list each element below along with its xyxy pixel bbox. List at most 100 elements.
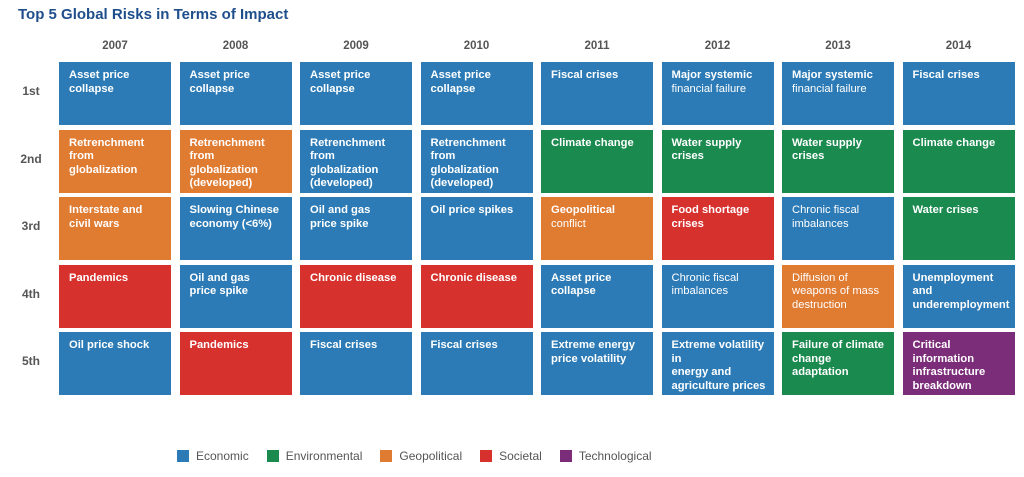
risk-cell: Geopolitical conflict (541, 197, 653, 260)
risk-cell: Chronic fiscal imbalances (782, 197, 894, 260)
risk-cell: Slowing Chinese economy (<6%) (179, 197, 292, 260)
risk-cell: Climate change (541, 129, 653, 193)
risk-name: Asset price collapse (430, 69, 491, 95)
risk-cell: Water crises (902, 197, 1015, 260)
legend-label: Economic (196, 449, 249, 463)
risk-name: Pandemics (189, 339, 249, 351)
legend-item: Geopolitical (380, 449, 462, 463)
risk-name-secondary: Chronic fiscal imbalances (792, 204, 860, 230)
risk-cell: Oil price spikes (420, 197, 533, 260)
risk-cell: Asset price collapse (300, 62, 412, 125)
risk-name-secondary: Chronic fiscal imbalances (671, 271, 739, 298)
legend-swatch (266, 450, 279, 462)
legend-swatch (559, 450, 572, 462)
risk-cell: Failure of climate change adaptation (782, 332, 894, 395)
risk-cell: Fiscal crises (541, 62, 653, 125)
risk-name: Fiscal crises (430, 339, 498, 351)
risk-cell: Oil and gas price spike (179, 264, 292, 328)
chart-title: Top 5 Global Risks in Terms of Impact (18, 6, 289, 23)
risk-cell: Extreme energy price volatility (541, 332, 653, 395)
risk-name: Asset price collapse (551, 271, 612, 298)
risk-name: Extreme volatility in energy and agricul… (671, 339, 766, 392)
year-label: 2012 (704, 40, 731, 52)
risk-name: Chronic disease (310, 271, 397, 284)
rank-label: 1st (22, 84, 40, 98)
risk-cell: Fiscal crises (420, 332, 533, 395)
risk-cell: Chronic fiscal imbalances (661, 264, 774, 328)
legend-swatch (177, 450, 189, 462)
risk-name: Slowing Chinese economy (<6%) (189, 204, 280, 230)
risk-name: Climate change (912, 136, 996, 149)
risk-cell: Climate change (902, 129, 1015, 193)
year-label: 2007 (102, 40, 128, 52)
rank-label: 5th (22, 354, 40, 368)
risk-cell: Retrenchment from globalization (develop… (300, 129, 412, 193)
risk-cell: Food shortage crises (661, 197, 774, 260)
risk-name: Asset price collapse (310, 69, 371, 95)
legend-label: Geopolitical (399, 449, 463, 463)
risk-name: Interstate and civil wars (69, 204, 143, 230)
year-label: 2013 (825, 40, 851, 52)
risk-cell: Water supply crises (661, 129, 774, 193)
legend-item: Economic (177, 449, 249, 463)
risk-name-secondary: conflict (551, 217, 586, 230)
year-label: 2014 (945, 40, 972, 52)
rank-label: 2nd (20, 151, 42, 166)
risk-name: Unemployment and underemployment (912, 271, 1010, 311)
risk-cell: Retrenchment from globalization (develop… (179, 129, 292, 193)
risk-cell: Major systemic financial failure (782, 62, 894, 125)
risk-name: Fiscal crises (551, 69, 619, 81)
risk-cell: Asset price collapse (420, 62, 533, 125)
year-label: 2009 (343, 40, 369, 52)
risk-cell: Unemployment and underemployment (902, 264, 1015, 328)
risk-cell: Retrenchment from globalization (59, 129, 171, 193)
risk-cell: Asset price collapse (179, 62, 292, 125)
risk-cell: Retrenchment from globalization (develop… (420, 129, 533, 193)
risk-name: Major systemic (792, 69, 873, 81)
risk-name: Oil price spikes (430, 204, 514, 216)
risk-cell: Asset price collapse (541, 264, 653, 328)
legend-item: Environmental (266, 449, 362, 463)
risk-name: Geopolitical (551, 204, 616, 216)
year-label: 2010 (463, 40, 490, 52)
risk-cell: Pandemics (59, 264, 171, 328)
risk-name: Failure of climate change adaptation (792, 339, 885, 378)
risk-cell: Chronic disease (300, 264, 412, 328)
risk-name-secondary: financial failure (792, 82, 867, 95)
year-label: 2011 (584, 40, 610, 52)
risk-name: Oil and gas price spike (189, 271, 250, 298)
risk-name: Food shortage crises (671, 204, 750, 230)
risk-name: Climate change (551, 136, 634, 149)
risk-name: Water crises (912, 204, 979, 216)
risk-name: Fiscal crises (912, 69, 980, 81)
legend-label: Technological (578, 449, 652, 463)
risk-name: Critical information infrastructure brea… (912, 339, 986, 392)
risk-name: Asset price collapse (69, 69, 130, 95)
risk-name: Major systemic (671, 69, 753, 81)
legend-swatch (380, 450, 393, 462)
risk-cell: Pandemics (179, 332, 292, 395)
risk-name: Water supply crises (671, 136, 742, 163)
risk-name: Retrenchment from globalization (develop… (310, 136, 386, 190)
risk-cell: Water supply crises (782, 129, 894, 193)
rank-label: 3rd (21, 219, 41, 233)
risk-name-secondary: Diffusion of weapons of mass destruction (792, 271, 880, 311)
risk-name: Pandemics (69, 271, 129, 284)
rank-label: 4th (22, 286, 40, 301)
risk-name: Oil price shock (69, 339, 150, 351)
risk-name: Retrenchment from globalization (develop… (430, 136, 506, 190)
risk-cell: Oil and gas price spike (300, 197, 412, 260)
risk-name: Retrenchment from globalization (69, 136, 145, 176)
year-label: 2008 (222, 40, 249, 52)
risk-name: Fiscal crises (310, 339, 378, 351)
risk-cell: Fiscal crises (902, 62, 1015, 125)
risk-cell: Fiscal crises (300, 332, 412, 395)
risk-cell: Chronic disease (420, 264, 533, 328)
risk-name: Chronic disease (430, 271, 517, 284)
risk-name: Asset price collapse (189, 69, 250, 95)
risk-name-secondary: financial failure (671, 82, 747, 95)
risk-name: Extreme energy price volatility (551, 339, 635, 365)
risk-cell: Extreme volatility in energy and agricul… (661, 332, 774, 395)
risk-cell: Asset price collapse (59, 62, 171, 125)
risk-name: Water supply crises (792, 136, 862, 163)
